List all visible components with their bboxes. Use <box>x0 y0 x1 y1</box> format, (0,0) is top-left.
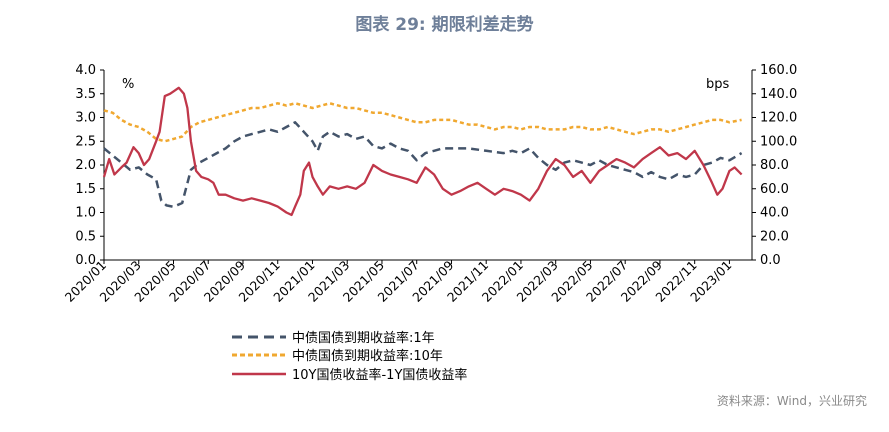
y-left-tick-label: 1.0 <box>75 206 96 221</box>
source-note: 资料来源：Wind，兴业研究 <box>716 394 867 408</box>
y-left-tick-label: 3.5 <box>75 87 96 102</box>
legend-10y-yield-label: 中债国债到期收益率:10年 <box>292 348 443 364</box>
y-right-tick-label: 0.0 <box>760 253 781 268</box>
legend-1y-yield-label: 中债国债到期收益率:1年 <box>292 330 435 346</box>
legend-spread-label: 10Y国债收益率-1Y国债收益率 <box>292 367 467 383</box>
y-right-tick-label: 20.0 <box>760 229 789 244</box>
y-right-tick-label: 120.0 <box>760 111 797 126</box>
y-right-tick-label: 40.0 <box>760 206 789 221</box>
y-right-tick-label: 140.0 <box>760 87 797 102</box>
y-right-tick-label: 160.0 <box>760 63 797 78</box>
chart-title: 图表 29: 期限利差走势 <box>355 15 534 35</box>
series-10y-yield-line <box>103 102 742 143</box>
y-left-tick-label: 0.0 <box>75 253 96 268</box>
right-unit-label: bps <box>706 77 730 92</box>
y-left-tick-label: 4.0 <box>75 63 96 78</box>
y-left-tick-label: 2.0 <box>75 158 96 173</box>
y-right-tick-label: 80.0 <box>760 158 789 173</box>
series-1y-yield-line <box>103 121 743 209</box>
y-left-tick-label: 1.5 <box>75 182 96 197</box>
y-left-tick-label: 0.5 <box>75 229 96 244</box>
y-left-tick-label: 2.5 <box>75 134 96 149</box>
left-unit-label: % <box>122 77 134 92</box>
y-right-tick-label: 60.0 <box>760 182 789 197</box>
y-right-tick-label: 100.0 <box>760 134 797 149</box>
series-spread-line <box>102 86 743 217</box>
y-left-tick-label: 3.0 <box>75 111 96 126</box>
